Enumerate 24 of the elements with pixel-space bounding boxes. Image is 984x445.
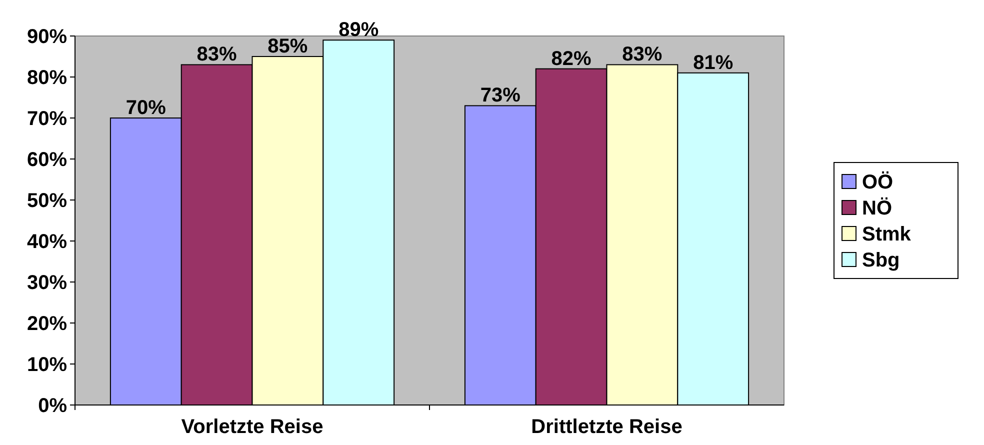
data-label: 70%: [126, 97, 166, 119]
data-label: 83%: [622, 44, 662, 66]
data-label: 83%: [196, 44, 238, 66]
y-tick-label: 90%: [26, 26, 68, 48]
y-tick-label: 70%: [26, 108, 68, 130]
data-label: 73%: [480, 84, 521, 107]
legend-label: Stmk: [862, 224, 912, 246]
y-tick-label: 0%: [38, 395, 68, 417]
y-tick-label: 40%: [26, 231, 68, 253]
y-tick-label: 80%: [26, 67, 68, 89]
legend-label: Sbg: [862, 250, 900, 272]
data-label: 85%: [268, 36, 308, 58]
y-tick-label: 50%: [26, 190, 68, 212]
data-label: 82%: [551, 48, 592, 70]
y-tick-label: 10%: [26, 354, 68, 376]
legend-label: OÖ: [862, 170, 894, 194]
data-label: 81%: [693, 52, 734, 74]
legend-label: NÖ: [862, 196, 892, 220]
y-tick-label: 20%: [26, 313, 68, 335]
y-tick-label: 60%: [26, 149, 68, 171]
x-tick-label: Vorletzte Reise: [181, 416, 324, 438]
data-label: 89%: [338, 19, 379, 42]
y-tick-label: 30%: [26, 272, 68, 294]
x-tick-label: Drittletzte Reise: [531, 416, 682, 438]
